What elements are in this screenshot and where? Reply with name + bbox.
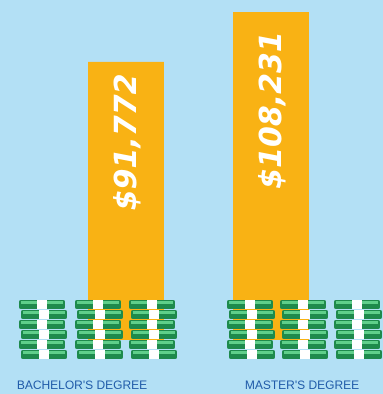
category-label-1: BACHELOR'S DEGREE xyxy=(17,378,147,392)
money-stack-icon xyxy=(75,300,123,359)
labels-layer: $91,772 BACHELOR'S DEGREE $108,231 MASTER'S… xyxy=(17,31,359,392)
money-stack-icon xyxy=(129,300,177,359)
category-label-2: MASTER'S DEGREE xyxy=(245,378,359,392)
bar-1 xyxy=(88,61,164,340)
bar-value-label-2: $108,231 xyxy=(254,31,289,189)
bars-layer xyxy=(88,12,309,340)
bar-value-label-1: $91,772 xyxy=(109,74,144,211)
money-stack-icon xyxy=(19,300,67,359)
money-stack-icon xyxy=(227,300,275,359)
money-stacks-layer xyxy=(19,300,382,359)
bar-2 xyxy=(233,12,309,340)
money-stack-icon xyxy=(334,300,382,359)
money-stack-icon xyxy=(280,300,328,359)
